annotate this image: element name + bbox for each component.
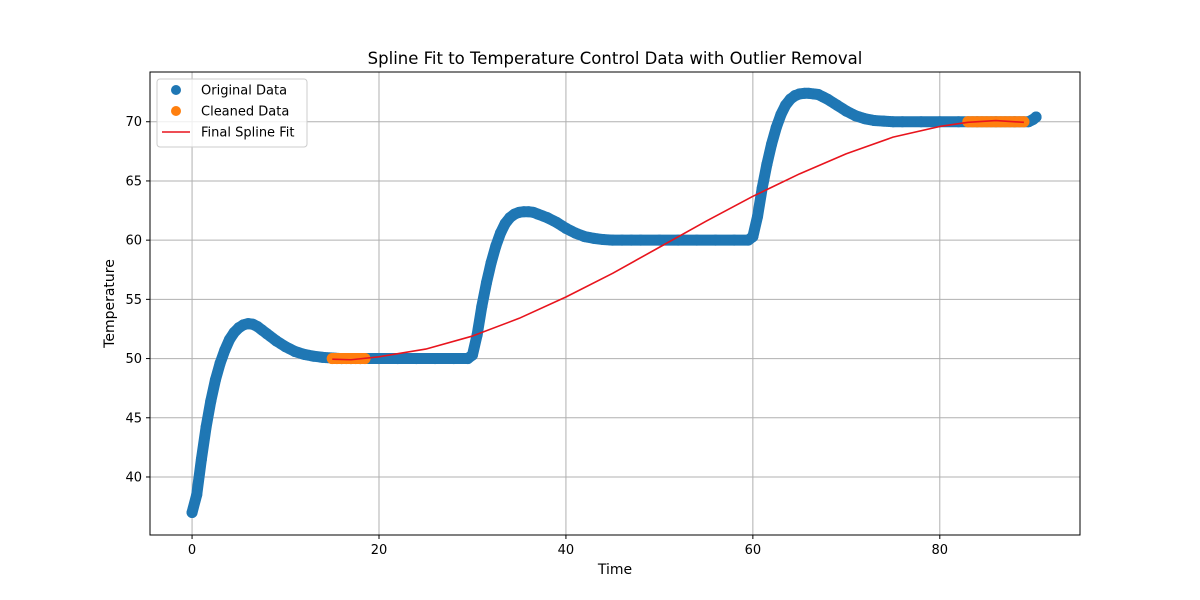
legend-label-spline: Final Spline Fit bbox=[201, 126, 294, 141]
original-data-point bbox=[850, 110, 862, 122]
legend: Original Data Cleaned Data Final Spline … bbox=[156, 78, 308, 148]
original-data-point bbox=[597, 234, 609, 246]
original-data-point bbox=[261, 328, 273, 340]
original-data-point bbox=[672, 234, 684, 246]
chart-title: Spline Fit to Temperature Control Data w… bbox=[368, 49, 863, 68]
original-data-point bbox=[195, 453, 207, 465]
original-data-point bbox=[831, 99, 843, 111]
original-data-band bbox=[186, 87, 1042, 518]
original-data-point bbox=[747, 231, 759, 243]
original-data-point bbox=[896, 116, 908, 128]
original-data-point bbox=[588, 232, 600, 244]
original-data-point bbox=[191, 489, 203, 501]
y-axis-label: Temperature bbox=[102, 259, 118, 349]
original-data-point bbox=[209, 374, 221, 386]
original-data-point bbox=[429, 353, 441, 365]
original-data-point bbox=[560, 222, 572, 234]
original-data-point bbox=[770, 122, 782, 134]
original-data-point bbox=[200, 421, 212, 433]
original-data-point bbox=[840, 105, 852, 117]
y-tick-label: 65 bbox=[125, 174, 142, 189]
legend-label-cleaned: Cleaned Data bbox=[201, 105, 289, 120]
original-data-point bbox=[298, 348, 310, 360]
original-data-point bbox=[752, 210, 764, 222]
original-data-point bbox=[490, 240, 502, 252]
original-data-point bbox=[317, 351, 329, 363]
original-data-point bbox=[709, 234, 721, 246]
y-tick-label: 70 bbox=[125, 115, 142, 130]
y-tick-label: 40 bbox=[125, 470, 142, 485]
original-data-point bbox=[551, 216, 563, 228]
original-data-point bbox=[822, 93, 834, 105]
x-tick-label: 0 bbox=[188, 543, 196, 558]
original-data-point bbox=[532, 208, 544, 220]
original-data-point bbox=[476, 300, 488, 312]
original-data-point bbox=[308, 350, 320, 362]
original-data-point bbox=[607, 234, 619, 246]
original-data-point bbox=[270, 335, 282, 347]
original-data-point bbox=[635, 234, 647, 246]
y-tick-label: 50 bbox=[125, 352, 142, 367]
original-data-point bbox=[392, 353, 404, 365]
x-tick-label: 40 bbox=[558, 543, 575, 558]
original-data-point bbox=[579, 231, 591, 243]
y-tick-label: 60 bbox=[125, 234, 142, 249]
original-data-point bbox=[448, 353, 460, 365]
x-tick-label: 80 bbox=[932, 543, 949, 558]
original-data-point bbox=[1030, 111, 1042, 123]
original-data-point bbox=[691, 234, 703, 246]
original-data-point bbox=[410, 353, 422, 365]
legend-marker-cleaned bbox=[171, 106, 181, 116]
legend-marker-original bbox=[171, 85, 181, 95]
tick-layer: 0 20 40 60 80 40 45 50 55 60 65 70 bbox=[125, 115, 948, 558]
original-data-point bbox=[495, 227, 507, 239]
original-data-point bbox=[480, 277, 492, 289]
axes-frame bbox=[149, 71, 1081, 536]
original-data-point bbox=[205, 395, 217, 407]
original-data-point bbox=[868, 115, 880, 127]
plot-area bbox=[186, 87, 1042, 519]
original-data-point bbox=[289, 345, 301, 357]
original-data-point bbox=[186, 507, 198, 519]
y-tick-label: 45 bbox=[125, 411, 142, 426]
original-data-point bbox=[280, 341, 292, 353]
legend-label-original: Original Data bbox=[201, 84, 287, 99]
original-data-point bbox=[541, 212, 553, 224]
original-data-point bbox=[878, 115, 890, 127]
x-tick-label: 20 bbox=[371, 543, 388, 558]
original-data-point bbox=[775, 109, 787, 121]
original-data-point bbox=[728, 234, 740, 246]
original-data-point bbox=[466, 349, 478, 361]
original-data-point bbox=[625, 234, 637, 246]
legend-box bbox=[156, 78, 308, 148]
y-tick-label: 55 bbox=[125, 293, 142, 308]
original-data-point bbox=[653, 234, 665, 246]
original-data-point bbox=[859, 113, 871, 125]
original-data-point bbox=[616, 234, 628, 246]
original-data-point bbox=[485, 257, 497, 269]
original-data-point bbox=[214, 357, 226, 369]
original-data-point bbox=[887, 116, 899, 128]
original-data-point bbox=[766, 138, 778, 150]
x-axis-label: Time bbox=[597, 562, 632, 578]
original-data-point bbox=[373, 353, 385, 365]
original-data-point bbox=[934, 116, 946, 128]
original-data-point bbox=[915, 116, 927, 128]
original-data-point bbox=[761, 158, 773, 170]
original-data-point bbox=[219, 344, 231, 356]
spline-fit-line bbox=[332, 119, 1024, 361]
x-tick-label: 60 bbox=[745, 543, 762, 558]
original-data-point bbox=[569, 227, 581, 239]
